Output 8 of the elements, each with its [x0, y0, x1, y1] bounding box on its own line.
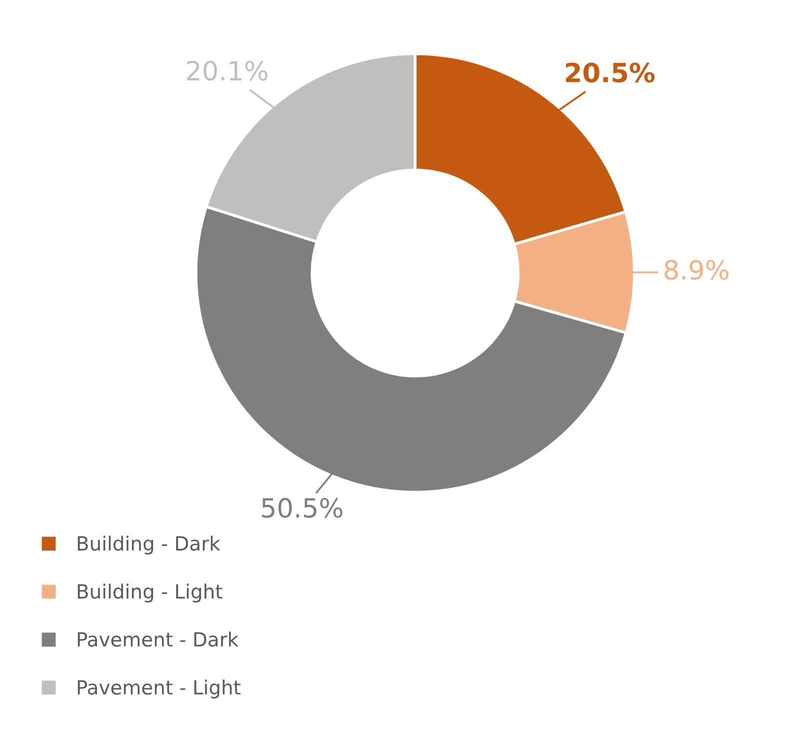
legend-label: Building - Dark	[78, 536, 220, 555]
legend-label: Building - Light	[78, 584, 222, 602]
legend-label: Pavement - Dark	[78, 632, 239, 647]
data-label: 20.1%	[187, 60, 268, 81]
legend-label: Pavement - Light	[78, 680, 240, 698]
data-label: 20.5%	[566, 62, 655, 83]
data-label: 50.5%	[262, 498, 342, 518]
data-label: 8.9%	[664, 260, 728, 280]
